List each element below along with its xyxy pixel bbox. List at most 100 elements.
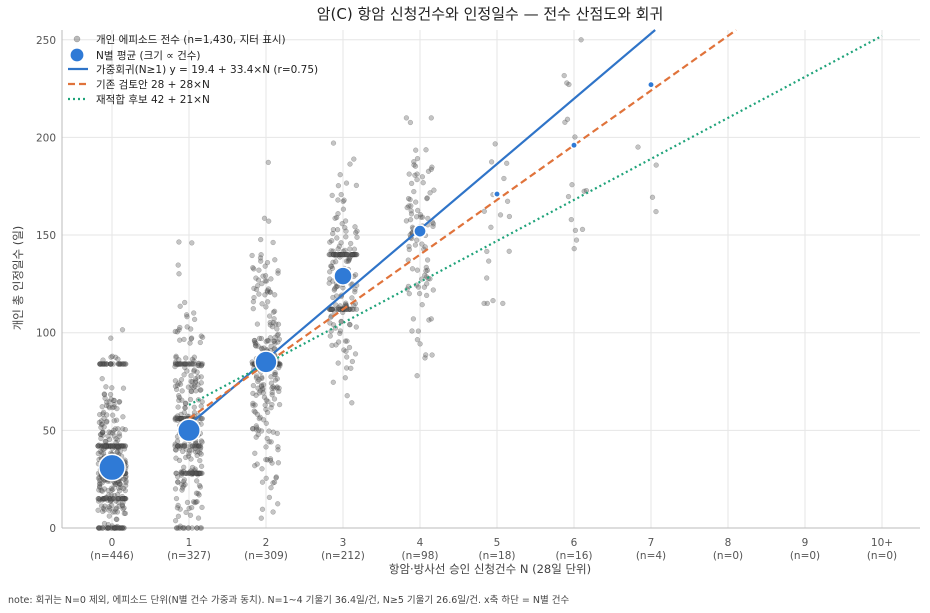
scatter-point <box>273 474 279 480</box>
scatter-point <box>194 470 200 476</box>
scatter-point <box>116 443 123 449</box>
scatter-point <box>194 499 200 505</box>
scatter-point <box>177 525 183 531</box>
scatter-point <box>350 251 356 258</box>
scatter-point <box>110 361 116 367</box>
scatter-point <box>101 443 108 449</box>
scatter-point <box>174 361 181 367</box>
scatter-point <box>413 199 419 205</box>
scatter-point <box>490 297 496 304</box>
scatter-point <box>105 525 111 531</box>
scatter-point <box>327 239 333 245</box>
scatter-point <box>187 443 194 449</box>
scatter-point <box>105 433 111 440</box>
scatter-point <box>194 452 200 459</box>
scatter-point <box>343 251 349 258</box>
scatter-point <box>106 496 112 502</box>
scatter-point <box>173 495 180 502</box>
scatter-point <box>195 490 201 497</box>
scatter-point <box>197 443 204 449</box>
scatter-point <box>349 251 355 258</box>
scatter-point <box>427 190 433 196</box>
scatter-point <box>253 392 259 398</box>
scatter-point <box>121 505 127 511</box>
scatter-point <box>186 361 192 367</box>
scatter-point <box>263 397 270 403</box>
scatter-point <box>101 486 108 492</box>
scatter-point <box>353 182 360 189</box>
scatter-point <box>112 444 118 450</box>
scatter-point <box>265 398 271 405</box>
scatter-point <box>107 505 113 511</box>
scatter-point <box>117 361 123 367</box>
scatter-point <box>271 346 277 352</box>
scatter-point <box>176 357 182 363</box>
scatter-point <box>420 180 426 186</box>
scatter-point <box>181 525 188 531</box>
scatter-point <box>497 212 504 218</box>
scatter-point <box>103 496 109 502</box>
scatter-point <box>115 437 121 443</box>
scatter-point <box>112 443 118 449</box>
scatter-point <box>199 399 205 405</box>
scatter-point <box>100 429 106 436</box>
scatter-point <box>99 445 105 451</box>
scatter-point <box>342 338 349 344</box>
regression-lines <box>188 29 883 426</box>
scatter-point <box>424 281 430 287</box>
scatter-point <box>260 417 267 423</box>
scatter-point <box>408 211 415 217</box>
scatter-point <box>267 289 273 295</box>
scatter-point <box>181 477 188 483</box>
scatter-point <box>271 308 278 314</box>
scatter-point <box>97 484 103 490</box>
scatter-point <box>192 470 199 476</box>
scatter-point <box>484 275 490 281</box>
scatter-point <box>193 443 199 449</box>
scatter-point <box>107 361 114 367</box>
scatter-point <box>344 338 350 344</box>
scatter-point <box>329 306 336 312</box>
scatter-point <box>100 429 106 435</box>
scatter-point <box>252 463 258 469</box>
scatter-point <box>486 258 492 264</box>
scatter-point <box>122 426 128 433</box>
scatter-point <box>275 501 281 507</box>
scatter-point <box>177 415 183 422</box>
scatter-point <box>117 525 123 531</box>
scatter-point <box>259 466 265 472</box>
x-tick-label: 7 <box>648 537 655 549</box>
scatter-point <box>199 334 206 340</box>
x-tick-count: (n=18) <box>478 550 515 562</box>
scatter-point <box>406 243 412 250</box>
scatter-point <box>255 378 261 385</box>
scatter-point <box>115 485 122 491</box>
scatter-point <box>408 208 414 214</box>
scatter-point <box>103 443 109 449</box>
scatter-point <box>419 214 426 220</box>
scatter-point <box>191 361 197 367</box>
scatter-point <box>330 251 337 258</box>
scatter-point <box>329 342 335 349</box>
scatter-point <box>352 289 358 295</box>
scatter-point <box>180 468 187 474</box>
scatter-point <box>119 525 125 531</box>
x-tick-count: (n=309) <box>244 550 288 562</box>
scatter-point <box>187 396 194 403</box>
scatter-point <box>191 404 197 410</box>
scatter-point <box>100 496 106 502</box>
scatter-point <box>341 347 347 353</box>
y-tick-label: 200 <box>36 132 56 144</box>
scatter-point <box>190 470 197 476</box>
x-tick-count: (n=446) <box>90 550 134 562</box>
scatter-point <box>262 263 268 269</box>
scatter-point <box>179 443 185 449</box>
scatter-point <box>119 361 125 367</box>
scatter-point <box>199 470 205 476</box>
scatter-point <box>123 496 129 502</box>
scatter-point <box>96 525 102 531</box>
scatter-point <box>116 399 122 405</box>
scatter-point <box>100 357 106 363</box>
scatter-point <box>187 361 193 367</box>
scatter-point <box>263 420 269 426</box>
